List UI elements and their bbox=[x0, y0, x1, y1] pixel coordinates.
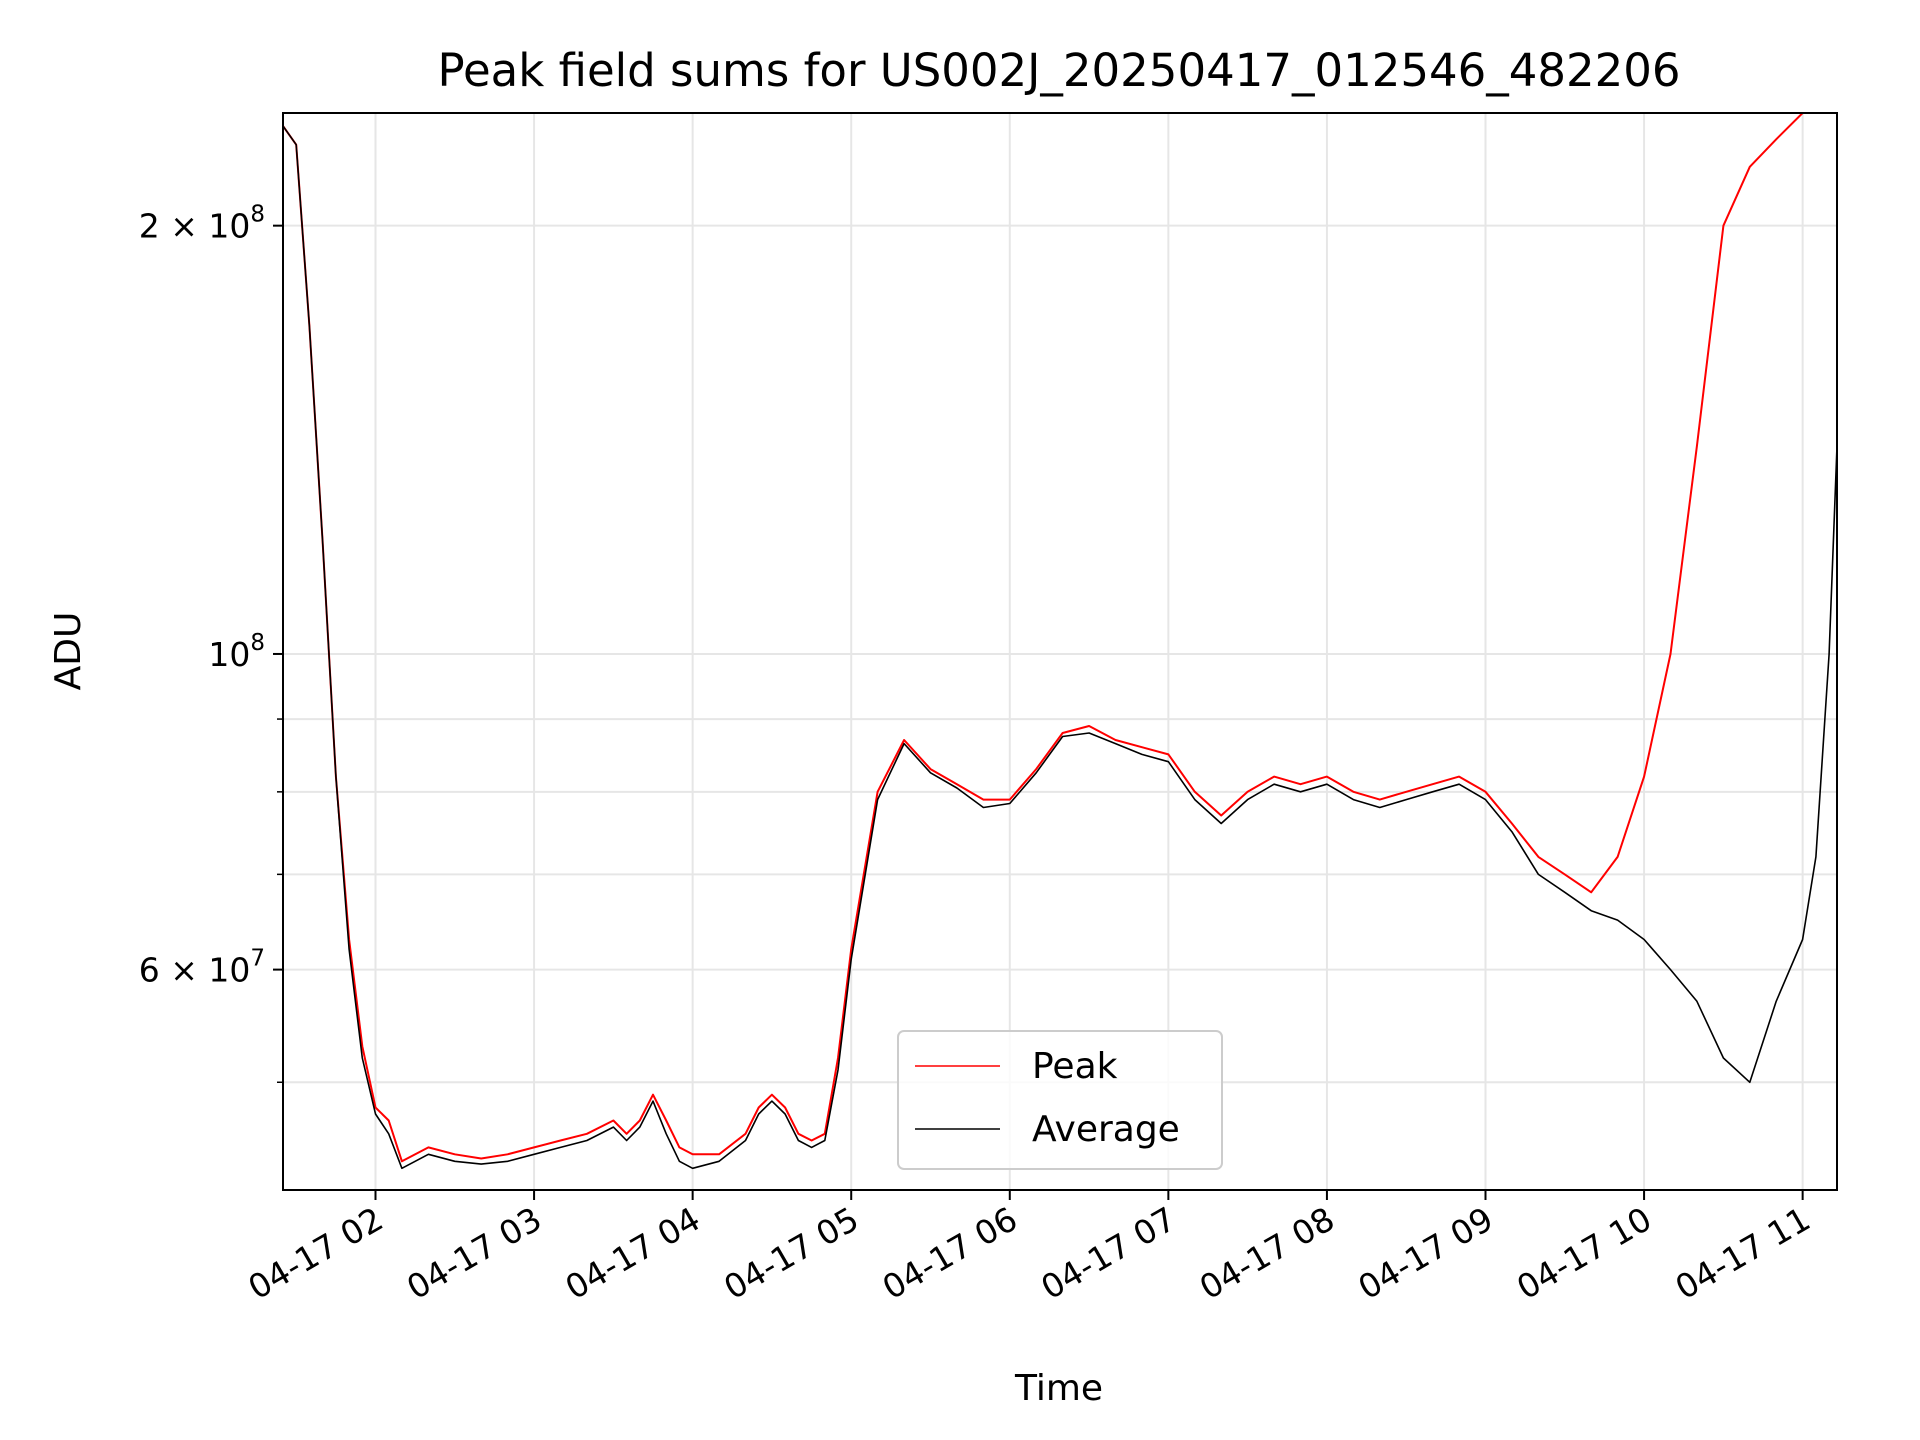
y-axis-label: ADU bbox=[48, 612, 89, 691]
legend-label-average: Average bbox=[1032, 1109, 1180, 1150]
legend-label-peak: Peak bbox=[1032, 1046, 1118, 1087]
series-layer bbox=[283, 113, 1837, 1170]
y-tick-label: 108 bbox=[208, 630, 265, 674]
legend: Peak Average bbox=[897, 1030, 1223, 1170]
y-tick-label: 6 × 107 bbox=[139, 946, 265, 990]
x-axis-label: Time bbox=[1014, 1368, 1103, 1409]
plot-frame bbox=[282, 112, 1838, 1191]
series-line-peak bbox=[283, 113, 1837, 1163]
series-line-average bbox=[283, 125, 1837, 1170]
chart-title: Peak field sums for US002J_20250417_0125… bbox=[437, 44, 1680, 97]
y-tick-label: 2 × 108 bbox=[139, 202, 265, 246]
